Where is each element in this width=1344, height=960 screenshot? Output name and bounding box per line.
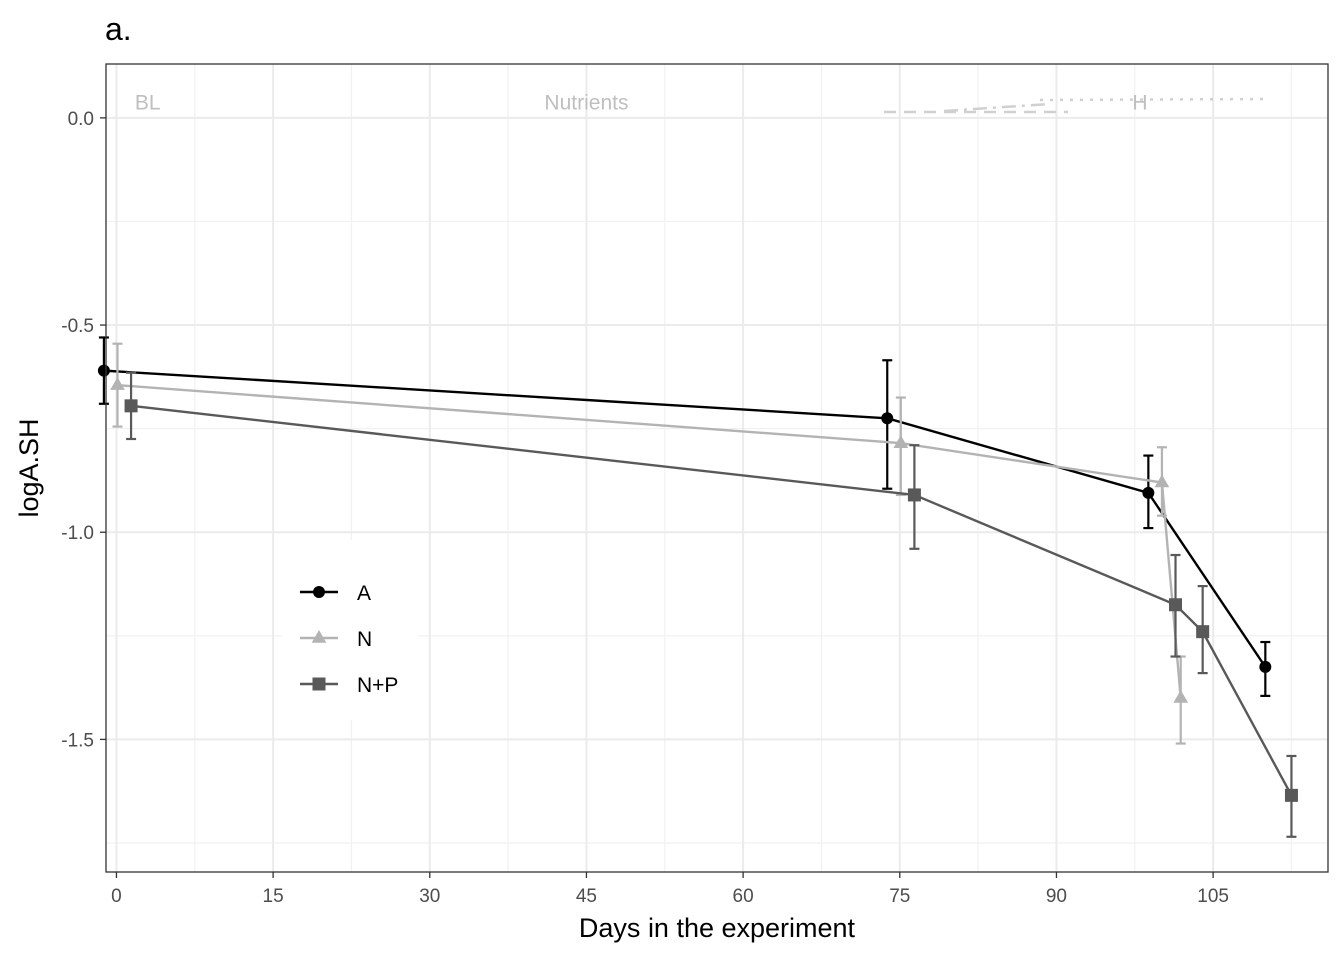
x-tick-label: 45	[576, 886, 597, 907]
phase-label: Nutrients	[544, 92, 628, 115]
y-axis: 0.0 -0.5 -1.0 -1.5	[61, 109, 106, 751]
x-tick-label: 75	[889, 886, 910, 907]
x-tick-label: 0	[111, 886, 122, 907]
legend-item: N+P	[300, 674, 398, 697]
data-point-circle	[1259, 660, 1272, 673]
series-layer	[97, 336, 1298, 838]
data-point-triangle	[110, 377, 125, 390]
phase-line-dashdot	[943, 102, 1051, 113]
series-a	[97, 336, 1272, 697]
legend-item: N	[300, 628, 372, 651]
data-point-triangle	[1173, 689, 1189, 703]
legend-background	[282, 540, 418, 720]
error-bar	[882, 359, 893, 490]
data-point-square	[124, 399, 138, 413]
data-point-square	[1169, 598, 1183, 612]
series-n-p	[124, 371, 1298, 838]
legend-item: A	[300, 582, 371, 605]
phase-label: H	[1132, 92, 1147, 115]
x-axis-title: Days in the experiment	[579, 913, 856, 943]
data-point-circle	[1142, 486, 1155, 499]
series-n	[110, 342, 1189, 745]
y-tick-label: -1.5	[61, 730, 94, 751]
data-point-square	[1196, 625, 1210, 639]
series-line	[117, 383, 1182, 699]
data-point-square	[1284, 788, 1298, 802]
y-tick-label: 0.0	[68, 109, 94, 130]
legend-label: N+P	[357, 674, 398, 697]
data-point-triangle	[1154, 474, 1170, 488]
data-point-triangle	[893, 435, 909, 448]
data-point-circle	[881, 412, 894, 425]
data-point-circle	[97, 364, 110, 377]
plot-panel-border	[105, 63, 1329, 873]
data-point-square	[907, 488, 921, 502]
x-tick-label: 60	[733, 886, 754, 907]
x-tick-label: 30	[419, 886, 440, 907]
legend-label: A	[357, 582, 371, 605]
y-tick-label: -0.5	[61, 316, 94, 337]
legend-label: N	[357, 628, 372, 651]
minor-gridlines	[106, 64, 1328, 872]
phase-line-dotted	[1039, 97, 1271, 102]
data-point-circle	[313, 586, 325, 598]
y-tick-label: -1.0	[61, 523, 94, 544]
x-axis: 0 15 30 45 60 75 90 105	[111, 872, 1229, 907]
legend: AN N+P	[282, 540, 418, 720]
x-tick-label: 105	[1197, 886, 1229, 907]
plot-panel-background	[106, 64, 1328, 872]
phase-labels: BL Nutrients H	[135, 92, 1148, 115]
data-point-triangle	[311, 630, 327, 643]
data-point-square	[312, 677, 326, 691]
x-tick-label: 90	[1046, 886, 1067, 907]
y-axis-title: logA.SH	[14, 418, 44, 517]
chart-title: a.	[105, 11, 132, 47]
phase-label: BL	[135, 92, 161, 115]
series-line	[103, 369, 1267, 668]
phase-lines	[884, 97, 1271, 114]
x-tick-label: 15	[263, 886, 284, 907]
